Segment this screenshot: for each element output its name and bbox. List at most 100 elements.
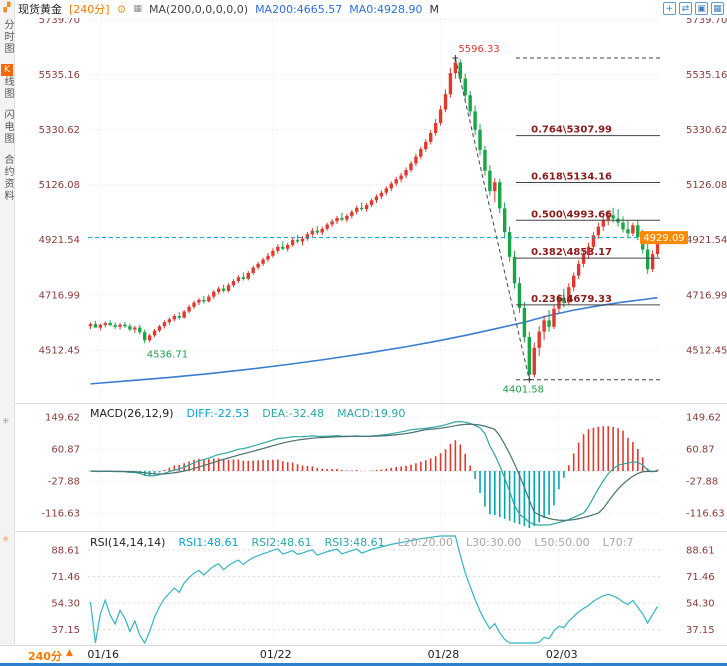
last-price-text: 4929.09: [643, 233, 684, 244]
panel-separator: [0, 531, 727, 532]
rsi-l70-value: L70:7: [602, 536, 634, 549]
rsi-settings-icon[interactable]: ✳: [2, 535, 10, 545]
y-axis-label-right: 5330.62: [686, 125, 727, 136]
macd-settings-icon[interactable]: ✳: [2, 417, 10, 427]
y-axis-label-left: 4716.99: [39, 290, 80, 301]
fib-level-label: 0.236\4679.33: [531, 294, 612, 305]
rsi-l50-value: L50:50.00: [534, 536, 590, 549]
x-axis-label: 02/03: [545, 648, 578, 661]
macd-axis-label-right: 60.87: [686, 445, 715, 456]
rsi2-value: RSI2:48.61: [251, 536, 312, 549]
kline-active-badge: K: [1, 64, 13, 76]
ma-params-label: MA(200,0,0,0,0,0): [148, 2, 249, 16]
y-axis-label-left: 5330.62: [39, 125, 80, 136]
sidebar-item-kline-chart[interactable]: K线图: [0, 64, 15, 100]
y-axis-label-left: 4512.45: [39, 345, 80, 356]
rsi-panel[interactable]: 88.61 88.61 71.46 71.46 54.30 54.30 37.15 37.15: [0, 533, 727, 645]
rsi-l30-value: L30:30.00: [466, 536, 522, 549]
macd-axis-label-right: -27.88: [686, 477, 718, 488]
sidebar-item-label: 线图: [2, 76, 13, 100]
y-axis-label-right: 5535.16: [686, 70, 727, 81]
price-annotation: 4536.71: [147, 349, 188, 360]
sidebar-item-label: 分时图: [2, 19, 13, 55]
macd-panel[interactable]: 149.62 149.62 60.87 60.87 -27.88 -27.88 -116.6…: [0, 405, 727, 530]
rsi-axis-label-left: 37.15: [51, 625, 80, 636]
ma200-value: MA200:4665.57: [255, 2, 343, 16]
symbol-name: 现货黄金: [18, 3, 62, 16]
pan-icon[interactable]: ⇄: [679, 2, 692, 15]
timeframe-indicator[interactable]: 240分 ▲: [28, 648, 73, 664]
period-label[interactable]: [240分]: [69, 3, 110, 16]
sidebar: ▞ 分时图 K线图 闪电图 合约资料: [0, 0, 15, 645]
sidebar-item-contract-info[interactable]: 合约资料: [0, 154, 15, 202]
rsi-axis-label-left: 71.46: [51, 572, 80, 583]
rsi-axis-label-right: 54.30: [686, 599, 715, 610]
y-axis-label-left: 5535.16: [39, 70, 80, 81]
chart-toolbar: + ⇄ ▣ ▦: [663, 2, 724, 15]
x-axis-label: 01/16: [87, 648, 120, 661]
window-bottom-border: [0, 663, 727, 666]
sidebar-item-lightning-chart[interactable]: 闪电图: [0, 109, 15, 145]
y-axis-label-left: 4921.54: [39, 235, 80, 246]
fib-level-label: 0.764\5307.99: [531, 125, 612, 136]
y-axis-label-right: 4716.99: [686, 290, 727, 301]
time-axis: 240分 ▲ 01/16 01/22 01/28 02/03: [0, 646, 727, 663]
gear-icon[interactable]: ⚙: [116, 2, 127, 16]
macd-axis-label-right: 149.62: [686, 413, 721, 424]
timeframe-label: 240分: [28, 650, 62, 663]
macd-header: MACD(26,12,9) DIFF:-22.53 DEA:-32.48 MAC…: [90, 407, 657, 420]
macd-dea-line: [90, 423, 658, 521]
macd-diff-line: [90, 420, 658, 526]
y-axis-label-left: 5739.70: [39, 18, 80, 26]
sidebar-item-label: 闪电图: [2, 109, 13, 145]
x-axis-label: 01/22: [259, 648, 292, 661]
last-price-tag: [640, 231, 688, 245]
y-axis-label-right: 4921.54: [686, 235, 727, 246]
rsi-axis-label-left: 54.30: [51, 599, 80, 610]
price-annotation: 5596.33: [458, 44, 499, 55]
fib-level-label: 0.618\5134.16: [531, 171, 612, 182]
ma0-value: MA0:4928.90: [349, 2, 423, 16]
macd-axis-label-left: 149.62: [45, 413, 80, 424]
macd-dea-value: DEA:-32.48: [262, 407, 325, 420]
rsi3-value: RSI3:48.61: [324, 536, 385, 549]
ma-flag-label: M: [429, 2, 440, 16]
ma200-line: [90, 296, 658, 385]
rsi-axis-label-right: 37.15: [686, 625, 715, 636]
chart-header: 现货黄金 [240分] ⚙ ▦ MA(200,0,0,0,0,0) MA200:…: [18, 2, 440, 17]
main-candle-chart[interactable]: 5739.70 5739.70 5535.16 5535.16 5330.62 5330.…: [0, 18, 727, 403]
sidebar-item-time-chart[interactable]: 分时图: [0, 19, 15, 55]
macd-axis-label-left: -116.63: [41, 509, 80, 520]
sidebar-item-label: 合约资料: [2, 154, 13, 202]
macd-axis-label-left: 60.87: [51, 445, 80, 456]
rsi-l20-value: L20:20.00: [397, 536, 453, 549]
rsi-axis-label-right: 88.61: [686, 546, 715, 557]
rsi1-value: RSI1:48.61: [178, 536, 239, 549]
price-annotation: 4401.58: [503, 385, 544, 396]
fib-anchor-line: [454, 57, 530, 380]
rsi-title: RSI(14,14,14): [90, 536, 166, 549]
rsi-line: [89, 535, 659, 645]
y-axis-label-right: 5739.70: [686, 18, 727, 26]
crosshair-icon[interactable]: +: [663, 2, 676, 15]
candle-view-icon[interactable]: ▣: [695, 2, 708, 15]
macd-hist-value: MACD:19.90: [337, 407, 406, 420]
grid-view-icon[interactable]: ▦: [711, 2, 724, 15]
y-axis-label-left: 5126.08: [39, 180, 80, 191]
chevron-up-icon: ▲: [65, 648, 73, 658]
macd-axis-label-right: -116.63: [686, 509, 725, 520]
fib-level-label: 0.382\4853.17: [531, 247, 612, 258]
macd-axis-label-left: -27.88: [48, 477, 80, 488]
macd-title: MACD(26,12,9): [90, 407, 174, 420]
x-axis-label: 01/28: [427, 648, 460, 661]
draw-tool-icon[interactable]: ▞: [3, 3, 11, 13]
macd-diff-value: DIFF:-22.53: [186, 407, 250, 420]
fib-level-label: 0.500\4993.66: [531, 209, 612, 220]
ma-indicator-icon: ▦: [133, 4, 142, 14]
y-axis-label-right: 4512.45: [686, 345, 727, 356]
rsi-header: RSI(14,14,14) RSI1:48.61 RSI2:48.61 RSI3…: [90, 536, 657, 549]
panel-separator: [0, 403, 727, 404]
panel-separator: [0, 645, 727, 646]
rsi-axis-label-left: 88.61: [51, 546, 80, 557]
